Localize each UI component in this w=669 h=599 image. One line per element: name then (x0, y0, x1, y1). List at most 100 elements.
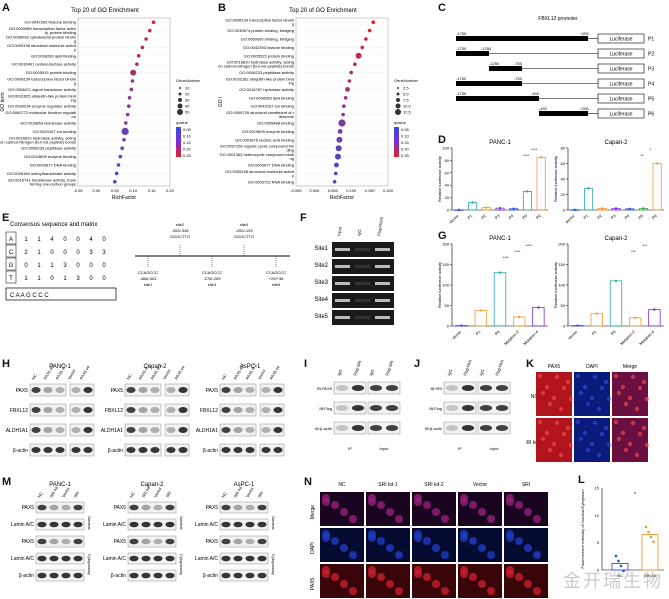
chip-gel: Input IgG Flag-PAX5 Site1 Site2 Site3 Site4 Sit… (314, 216, 394, 325)
data-point (479, 309, 482, 312)
legend-size-label: 20 (185, 92, 190, 97)
lane-label: NC (221, 491, 228, 499)
matrix-cell: 2 (24, 250, 28, 256)
x-tick: 0.000 (309, 188, 320, 193)
blot-row-label: PAX5 (111, 388, 124, 394)
go-dot (127, 96, 132, 100)
blot-band (141, 555, 151, 562)
cell-line-label: Capan-2 (143, 364, 167, 370)
legend-dot (177, 103, 183, 109)
gel-row-label: Site1 (314, 246, 328, 252)
x-tick: Mutation-2 (503, 329, 520, 346)
fragment-start: -1750 (456, 31, 467, 36)
luciferase-g: PANC-1 0 50 100 150 200 Relative luciferase ac… (438, 236, 664, 346)
luciferase-d: PANC-1 0 20 40 60 80 100 Relative luciferase ac… (438, 140, 664, 225)
blot-band (461, 385, 475, 391)
matrix-cell: 3 (63, 263, 67, 269)
blot-band (166, 387, 176, 393)
go-dot (130, 79, 135, 83)
promoter-constructs: FBXL12 promoter -1750 +251 Luciferase P1 -175… (456, 16, 654, 119)
blot-row-label: FBXL12 (10, 408, 28, 414)
blot-band (129, 521, 139, 528)
data-point (518, 315, 521, 319)
data-point (642, 207, 645, 210)
go-term-label: GO:0032182 ubiquitin-like protein bind (226, 77, 294, 82)
gel-band (355, 299, 370, 302)
blot-row-label: IB:Flag (319, 406, 332, 411)
construct-name: P2 (648, 52, 654, 58)
go-term-label: g (74, 81, 76, 86)
data-point (512, 207, 515, 210)
blot-band (55, 387, 65, 393)
blot-strip (35, 501, 85, 514)
blot-band (71, 427, 81, 433)
panel-label-e: E (2, 212, 10, 224)
data-point (617, 559, 620, 563)
x-tick: P2 (596, 213, 604, 221)
panel-label-f: F (300, 212, 307, 224)
go-term-label: GO:0008233 peptidase activity (239, 70, 294, 75)
y-tick: 5 (597, 540, 600, 545)
matrix-cell: 0 (102, 237, 106, 243)
go-dot (151, 20, 156, 25)
blot-row-label: β-actin (108, 448, 123, 454)
blot-strip (127, 535, 177, 548)
go-term-label: GO:0008134 transcription factor bindin (225, 18, 294, 23)
blot-band (221, 447, 231, 453)
blot-band (257, 504, 267, 511)
blot-strip (35, 518, 85, 531)
go-term-label: ing (289, 81, 294, 86)
go-dot (136, 54, 141, 58)
blot-band (141, 521, 151, 528)
lane-label: IgG (478, 369, 485, 377)
legend-dot (397, 87, 399, 89)
lane-label: IgG (368, 369, 375, 377)
go-term-label: GO:0031625 ubiquitin-like protein bind (8, 93, 76, 98)
x-tick: P5 (637, 213, 645, 221)
blot-band (43, 447, 53, 453)
blot-band (385, 385, 399, 391)
blot-band (150, 447, 160, 453)
go-term-label: GO:0005515 protein binding (26, 70, 76, 75)
promoter-fragment (456, 36, 588, 41)
fragment-start: -1750 (456, 76, 467, 81)
panel-label-j: J (414, 358, 421, 370)
cell-line-label: AsPC-1 (234, 482, 255, 488)
go-term-label: g (74, 39, 76, 44)
fragment-start: -1750 (456, 46, 467, 51)
y-tick: 60 (445, 170, 450, 175)
gel-band (375, 316, 390, 319)
go-dot (121, 127, 129, 135)
go-dot (347, 79, 352, 83)
blot-band (126, 387, 136, 393)
x-tick: 0.10 (129, 188, 138, 193)
legend-size-label: 5.0 (403, 92, 409, 97)
blot-band (73, 521, 83, 528)
fragment-start: -492 (539, 106, 548, 111)
data-point (573, 208, 577, 211)
x-tick: P6 (651, 213, 659, 221)
lane-label: Vector (153, 486, 163, 499)
y-tick: 0 (447, 324, 450, 329)
blot-band (150, 427, 160, 433)
lane-label: PAX5 oe (174, 364, 186, 381)
blot-band (73, 555, 83, 562)
gel-lane-label: Input (336, 226, 343, 237)
data-point (537, 306, 540, 309)
blot-strip (124, 403, 162, 417)
blot-band (153, 572, 163, 579)
blot-band (245, 572, 255, 579)
lane-label: IgG (336, 369, 343, 377)
go-dot (343, 96, 348, 100)
blot-band (61, 572, 71, 579)
go-term-label: GO:0008289 lipid binding (249, 95, 294, 100)
blot-band (166, 407, 176, 413)
lane-label: Vector (61, 486, 71, 499)
site-name: site1 (144, 282, 153, 287)
x-tick: Mutation-4 (522, 329, 539, 346)
if-column-label: SRI (522, 482, 530, 488)
data-point (628, 207, 631, 211)
data-point (619, 564, 623, 568)
blot-band (221, 427, 231, 433)
if-column-label: PAX5 (548, 364, 561, 370)
